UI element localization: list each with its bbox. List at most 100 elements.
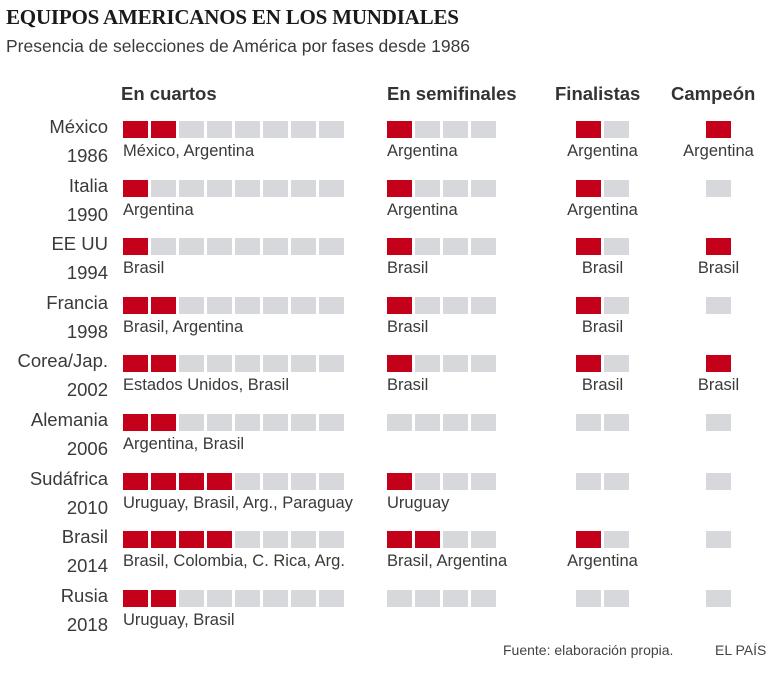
team-present-square bbox=[151, 531, 176, 549]
empty-slot-square bbox=[263, 355, 288, 373]
empty-slot-square bbox=[235, 531, 260, 549]
empty-slot-square bbox=[415, 238, 440, 256]
empty-slot-square bbox=[207, 121, 232, 138]
empty-slot-square bbox=[471, 179, 496, 197]
empty-slot-square bbox=[471, 355, 496, 373]
empty-slot-square bbox=[706, 179, 731, 197]
team-names-semis: Uruguay bbox=[387, 493, 450, 512]
empty-slot-square bbox=[235, 472, 260, 490]
empty-slot-square bbox=[179, 414, 204, 431]
team-names-final: Brasil bbox=[581, 376, 624, 395]
empty-slot-square bbox=[415, 414, 440, 431]
empty-slot-square bbox=[207, 589, 232, 607]
source-note: Fuente: elaboración propia. bbox=[503, 642, 674, 658]
host-country: Brasil bbox=[61, 526, 108, 548]
empty-slot-square bbox=[471, 531, 496, 549]
empty-slot-square bbox=[387, 589, 412, 607]
tournament-year: 1990 bbox=[66, 203, 108, 225]
empty-slot-square bbox=[291, 355, 316, 373]
column-header-final: Finalistas bbox=[555, 83, 641, 104]
team-present-square bbox=[387, 531, 412, 549]
empty-slot-square bbox=[706, 472, 731, 490]
empty-slot-square bbox=[471, 414, 496, 431]
empty-slot-square bbox=[291, 121, 316, 138]
team-names-cuartos: Brasil, Colombia, C. Rica, Arg. bbox=[123, 552, 345, 571]
empty-slot-square bbox=[235, 589, 260, 607]
empty-slot-square bbox=[263, 414, 288, 431]
empty-slot-square bbox=[443, 531, 468, 549]
empty-slot-square bbox=[443, 238, 468, 256]
team-present-square bbox=[576, 238, 601, 256]
empty-slot-square bbox=[263, 531, 288, 549]
tournament-year: 2010 bbox=[66, 496, 108, 518]
host-country: Sudáfrica bbox=[29, 467, 108, 489]
empty-slot-square bbox=[207, 179, 232, 197]
tournament-year: 2014 bbox=[66, 555, 108, 577]
tournament-year: 2002 bbox=[66, 379, 108, 401]
team-present-square bbox=[387, 238, 412, 256]
empty-slot-square bbox=[179, 296, 204, 314]
team-names-semis: Argentina bbox=[387, 200, 458, 219]
empty-slot-square bbox=[471, 296, 496, 314]
tournament-year: 2006 bbox=[66, 438, 108, 459]
empty-slot-square bbox=[415, 589, 440, 607]
tournament-year: 2018 bbox=[66, 613, 108, 635]
team-present-square bbox=[123, 531, 148, 549]
team-present-square bbox=[706, 121, 731, 138]
empty-slot-square bbox=[179, 589, 204, 607]
chart-title: EQUIPOS AMERICANOS EN LOS MUNDIALES bbox=[6, 5, 459, 29]
empty-slot-square bbox=[319, 531, 344, 549]
empty-slot-square bbox=[235, 121, 260, 138]
team-present-square bbox=[207, 531, 232, 549]
empty-slot-square bbox=[319, 355, 344, 373]
empty-slot-square bbox=[207, 238, 232, 256]
team-present-square bbox=[123, 355, 148, 373]
empty-slot-square bbox=[471, 121, 496, 138]
empty-slot-square bbox=[415, 179, 440, 197]
team-present-square bbox=[123, 414, 148, 431]
host-country: Alemania bbox=[30, 409, 108, 430]
empty-slot-square bbox=[263, 472, 288, 490]
team-present-square bbox=[706, 238, 731, 256]
host-country: Rusia bbox=[60, 584, 108, 606]
host-country: EE UU bbox=[51, 233, 108, 255]
empty-slot-square bbox=[319, 589, 344, 607]
team-names-cuartos: Brasil, Argentina bbox=[123, 317, 244, 336]
empty-slot-square bbox=[291, 414, 316, 431]
team-names-final: Argentina bbox=[567, 552, 638, 571]
team-names-cuartos: Uruguay, Brasil bbox=[123, 610, 235, 629]
empty-slot-square bbox=[443, 355, 468, 373]
tournament-year: 1986 bbox=[66, 145, 108, 166]
brand-logo: EL PAÍS bbox=[715, 642, 767, 658]
team-names-final: Brasil bbox=[581, 259, 624, 278]
team-names-cuartos: Argentina, Brasil bbox=[123, 435, 245, 453]
empty-slot-square bbox=[235, 414, 260, 431]
empty-slot-square bbox=[263, 121, 288, 138]
row-label: Italia 1990 bbox=[67, 174, 108, 226]
team-names-final: Brasil bbox=[581, 317, 624, 336]
empty-slot-square bbox=[576, 472, 601, 490]
empty-slot-square bbox=[604, 121, 629, 138]
empty-slot-square bbox=[291, 296, 316, 314]
empty-slot-square bbox=[443, 414, 468, 431]
empty-slot-square bbox=[291, 531, 316, 549]
column-header-semis: En semifinales bbox=[387, 83, 517, 104]
team-present-square bbox=[576, 531, 601, 549]
row-label: Sudáfrica 2010 bbox=[30, 467, 108, 519]
chart-subtitle: Presencia de selecciones de América por … bbox=[6, 36, 471, 56]
team-present-square bbox=[151, 296, 176, 314]
team-present-square bbox=[576, 179, 601, 197]
team-present-square bbox=[123, 179, 148, 197]
empty-slot-square bbox=[576, 589, 601, 607]
empty-slot-square bbox=[387, 414, 412, 431]
empty-slot-square bbox=[179, 179, 204, 197]
team-names-semis: Brasil bbox=[387, 317, 429, 336]
empty-slot-square bbox=[207, 355, 232, 373]
host-country: México bbox=[49, 116, 108, 137]
team-present-square bbox=[387, 296, 412, 314]
empty-slot-square bbox=[319, 179, 344, 197]
empty-slot-square bbox=[443, 589, 468, 607]
empty-slot-square bbox=[263, 179, 288, 197]
empty-slot-square bbox=[471, 472, 496, 490]
row-label: EE UU 1994 bbox=[51, 232, 108, 284]
